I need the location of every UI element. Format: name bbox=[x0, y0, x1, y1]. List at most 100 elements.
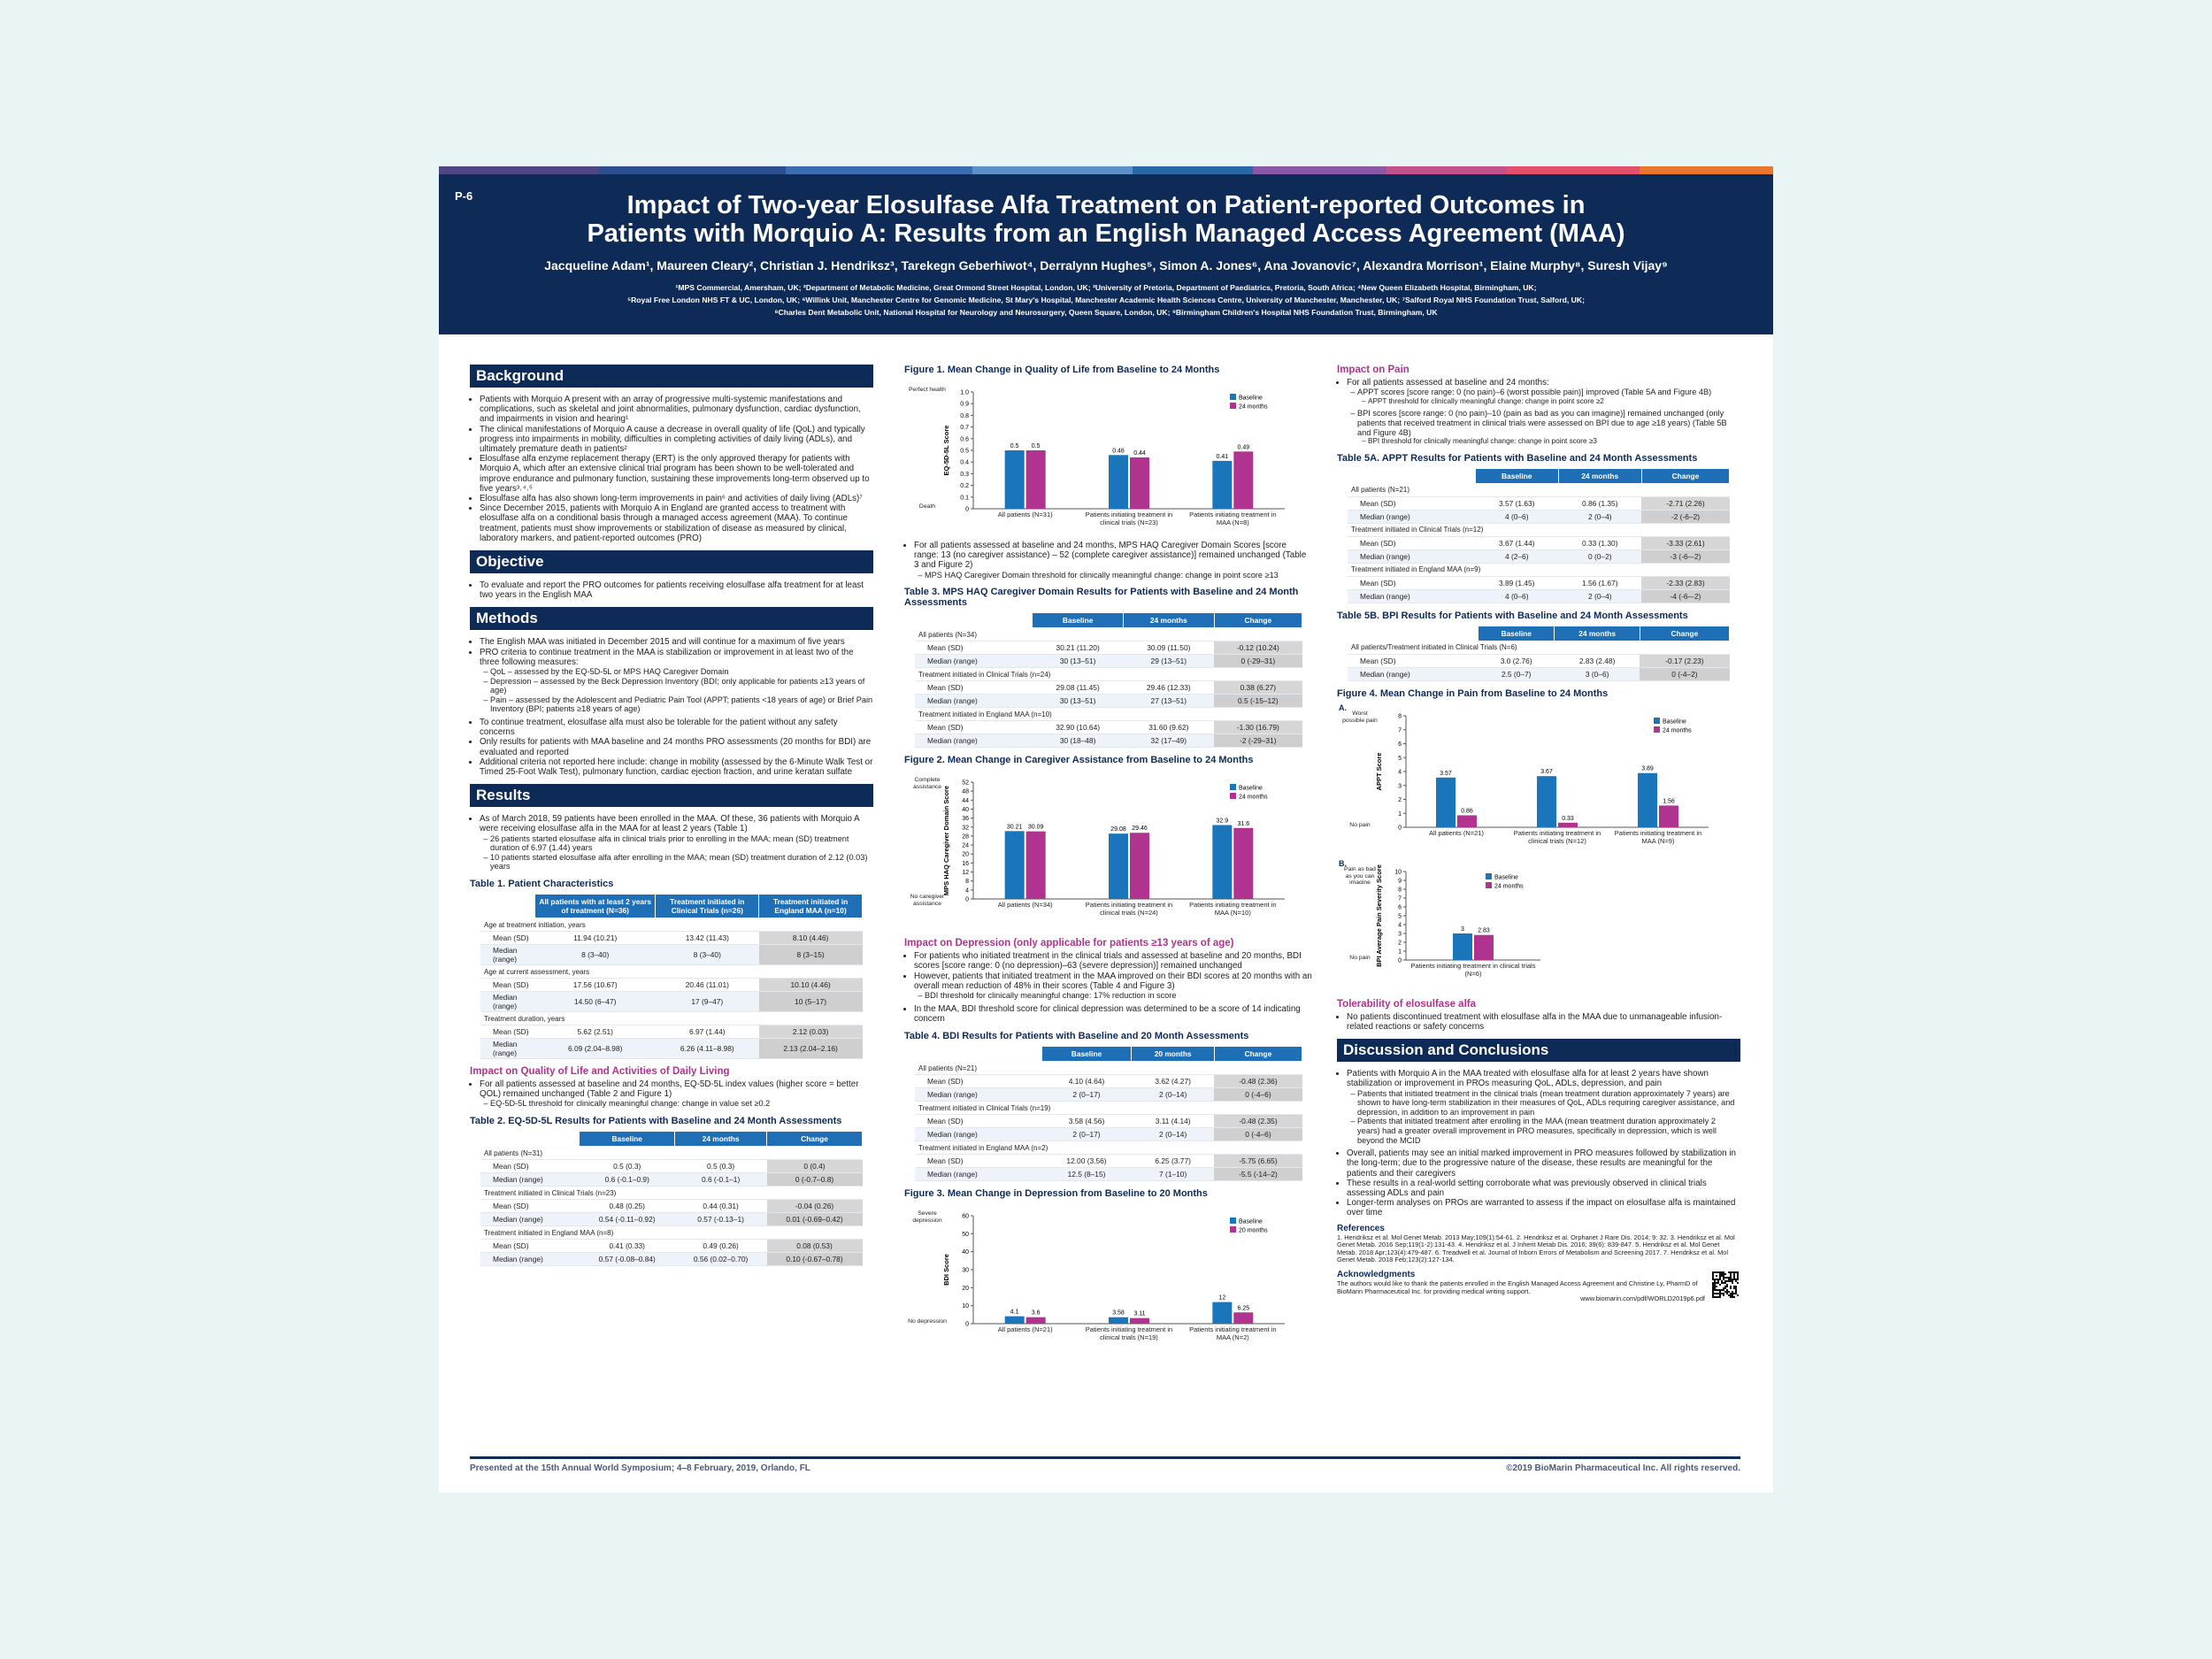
qr-cell bbox=[1732, 1278, 1733, 1280]
value-label: 0.5 bbox=[1010, 443, 1019, 449]
bullet: The clinical manifestations of Morquio A… bbox=[480, 425, 873, 455]
y-axis-title: APPT Score bbox=[1375, 752, 1383, 790]
section-cell: All patients (N=21) bbox=[915, 1061, 1302, 1076]
bullet-text: For all patients assessed at baseline an… bbox=[480, 1079, 859, 1100]
bar bbox=[1457, 815, 1477, 827]
value-label: 0.33 bbox=[1562, 816, 1574, 822]
axis-end-label: Death bbox=[918, 503, 936, 510]
qr-cell bbox=[1730, 1295, 1732, 1298]
bullet-text: APPT scores [score range: 0 (no pain)–6 … bbox=[1357, 388, 1712, 397]
cell: 0 (0–2) bbox=[1558, 549, 1642, 564]
section-heading: Background bbox=[470, 365, 873, 388]
qr-cell bbox=[1714, 1278, 1716, 1280]
bullet-text: BPI scores [score range: 0 (no pain)–10 … bbox=[1357, 409, 1727, 437]
section-row: All patients (N=34) bbox=[915, 627, 1302, 642]
qr-cell bbox=[1737, 1272, 1739, 1275]
x-tick-label: All patients (N=21) bbox=[1429, 829, 1484, 837]
header-row: Baseline 24 months Change bbox=[1348, 467, 1731, 484]
bar bbox=[1025, 450, 1046, 509]
bullet-list: For all patients assessed at baseline an… bbox=[470, 1079, 873, 1109]
value-label: 29.46 bbox=[1132, 826, 1148, 832]
references: 1. Hendriksz et al. Mol Genet Metab. 201… bbox=[1337, 1233, 1735, 1264]
cell: 0 (0.4) bbox=[766, 1159, 863, 1174]
header-row: Baseline 24 months Change bbox=[1348, 625, 1731, 641]
bullet-list: To evaluate and report the PRO outcomes … bbox=[470, 580, 873, 600]
x-tick-label: Patients initiating treatment in MAA (N=… bbox=[1189, 902, 1277, 917]
poster: P-6 Impact of Two-year Elosulfase Alfa T… bbox=[439, 166, 1773, 1493]
category-label-box: All patients (N=34) bbox=[998, 902, 1053, 909]
row-label: Mean (SD) bbox=[480, 1239, 580, 1254]
data-row: Median (range) 12.5 (8–15) 7 (1–10) -5.5 (-… bbox=[915, 1167, 1302, 1182]
cell: 8 (3–40) bbox=[655, 944, 759, 966]
cell: 3.11 (4.14) bbox=[1131, 1114, 1215, 1129]
cell: 12.5 (8–15) bbox=[1041, 1167, 1132, 1182]
row-label: Median (range) bbox=[480, 1212, 580, 1227]
header-cell: Treatment initiated in Clinical Trials (… bbox=[655, 894, 760, 919]
cell: 5.62 (2.51) bbox=[534, 1025, 656, 1040]
bar bbox=[1004, 1316, 1025, 1325]
cell: 2 (0–17) bbox=[1041, 1087, 1132, 1102]
y-tick-label: 0.8 bbox=[960, 413, 969, 419]
data-row: Mean (SD) 3.0 (2.76) 2.83 (2.48) -0.17 (2.2… bbox=[1348, 654, 1730, 668]
y-tick-label: 16 bbox=[962, 861, 969, 867]
cell: 20.46 (11.01) bbox=[655, 978, 759, 993]
axis-end-label-box: Perfect health bbox=[909, 387, 946, 393]
cell: 30 (13–51) bbox=[1032, 654, 1124, 669]
cell: 10 (5–17) bbox=[758, 991, 863, 1013]
header-cell: Baseline bbox=[579, 1131, 676, 1148]
figure-title: Figure 1. Mean Change in Quality of Life… bbox=[904, 365, 1220, 375]
value-label: 0.41 bbox=[1217, 454, 1229, 460]
y-tick-label: 3 bbox=[1398, 931, 1402, 937]
qr-cell bbox=[1724, 1290, 1726, 1293]
data-row: Median (range) 2.5 (0–7) 3 (0–6) 0 (-4–2) bbox=[1348, 667, 1730, 681]
bullet: Only results for patients with MAA basel… bbox=[480, 737, 873, 757]
y-tick-label: 0 bbox=[965, 1322, 969, 1328]
cell: -3 (-6–-2) bbox=[1641, 549, 1730, 564]
footer-right: ©2019 BioMarin Pharmaceutical Inc. All r… bbox=[1506, 1463, 1740, 1473]
data-row: Mean (SD) 32.90 (10.64) 31.60 (9.62) -1.30 … bbox=[915, 720, 1302, 735]
header-cell: 24 months bbox=[1557, 467, 1642, 484]
y-tick-label: 1 bbox=[1398, 811, 1402, 818]
cell: 4 (0–6) bbox=[1475, 589, 1559, 603]
cell: 7 (1–10) bbox=[1131, 1167, 1215, 1182]
header-cell: Baseline bbox=[1477, 625, 1555, 641]
qr-cell bbox=[1721, 1281, 1723, 1284]
data-row: Median (range) 30 (18–48) 32 (17–49) -2 (-2… bbox=[915, 733, 1302, 749]
qr-cell bbox=[1714, 1283, 1716, 1286]
data-row: Mean (SD) 12.00 (3.56) 6.25 (3.77) -5.75 (6… bbox=[915, 1154, 1302, 1169]
category-label-box: Patients initiating treatment in MAA (N=… bbox=[1189, 1326, 1276, 1340]
cell: 3.58 (4.56) bbox=[1041, 1114, 1132, 1129]
legend-label: 24 months bbox=[1663, 727, 1692, 733]
header-cell: Change bbox=[766, 1131, 863, 1148]
bar bbox=[1233, 451, 1254, 509]
panel-label: A. bbox=[1339, 703, 1347, 712]
qr-cell bbox=[1712, 1276, 1714, 1279]
data-row: Median (range) 0.54 (-0.11–0.92) 0.57 (-0.… bbox=[480, 1212, 863, 1227]
color-stripe bbox=[439, 166, 1773, 174]
qr-cell bbox=[1717, 1271, 1719, 1273]
y-tick-label: 0.5 bbox=[960, 449, 969, 455]
figure-title: Figure 4. Mean Change in Pain from Basel… bbox=[1337, 687, 1609, 699]
row-label: Mean (SD) bbox=[915, 641, 1033, 656]
data-row: Mean (SD) 29.08 (11.45) 29.46 (12.33) 0.38 … bbox=[915, 680, 1302, 695]
column: Impact on Pain For all patients assessed… bbox=[1337, 365, 1740, 1303]
row-label: Mean (SD) bbox=[915, 1154, 1042, 1169]
qr-cell bbox=[1721, 1272, 1723, 1275]
row-label: Mean (SD) bbox=[915, 720, 1033, 735]
qr-cell bbox=[1717, 1292, 1719, 1294]
qr-cell bbox=[1730, 1294, 1732, 1296]
axis-end-label: Pain as bad as you can imagine bbox=[1344, 865, 1376, 884]
qr-cell bbox=[1712, 1294, 1714, 1296]
cell: 3.57 (1.63) bbox=[1475, 496, 1559, 511]
y-tick-label: 32 bbox=[962, 825, 969, 831]
row-label: Mean (SD) bbox=[1348, 536, 1476, 550]
value-label: 30.09 bbox=[1028, 825, 1044, 831]
legend-label: Baseline bbox=[1239, 1219, 1263, 1225]
cell: 8 (3–15) bbox=[758, 944, 863, 966]
y-tick-label: 28 bbox=[962, 834, 969, 841]
qr-cell bbox=[1730, 1279, 1732, 1282]
data-row: Mean (SD) 5.62 (2.51) 6.97 (1.44) 2.12 (0.0… bbox=[480, 1025, 863, 1040]
cell: -4 (-6–-2) bbox=[1641, 589, 1730, 603]
header-cell bbox=[915, 1047, 1041, 1062]
